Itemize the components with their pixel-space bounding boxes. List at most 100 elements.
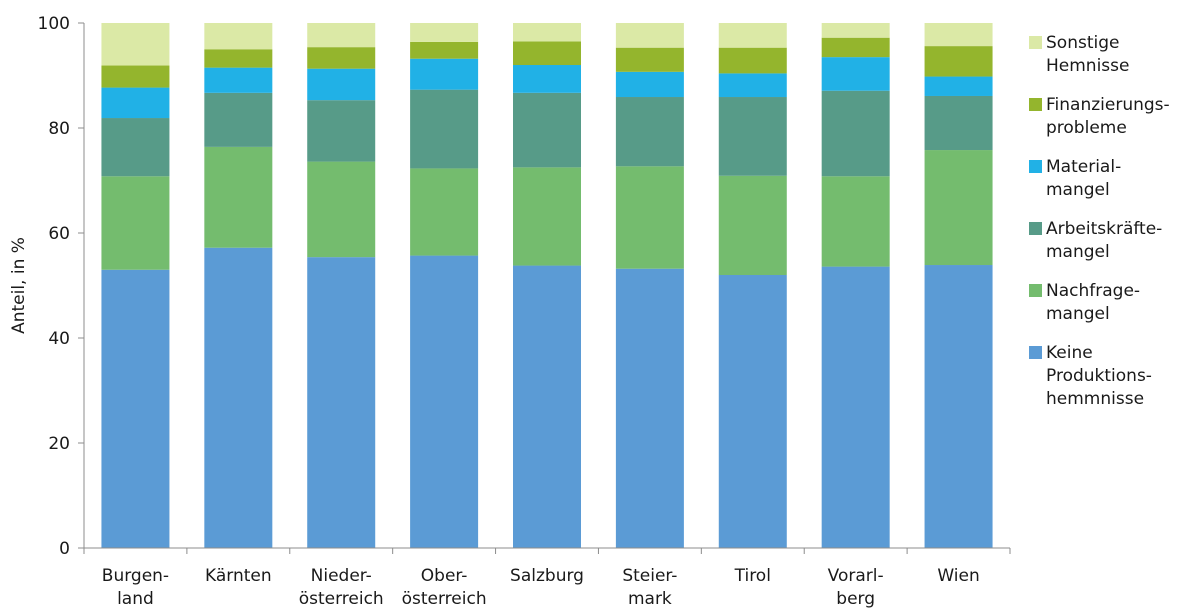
bar-segment (615, 166, 684, 269)
bar-segment (513, 92, 581, 168)
bar-segment (615, 47, 684, 72)
bar-segment (410, 23, 479, 42)
bar-segment (101, 269, 170, 548)
bar-segment (101, 87, 170, 119)
x-tick-label-line: mark (628, 589, 672, 609)
bar-segment (307, 257, 376, 548)
x-tick-label: Vorarl-berg (828, 566, 884, 609)
bar-segment (101, 65, 170, 88)
bar-segment (718, 175, 787, 275)
x-tick-label-line: berg (836, 589, 875, 609)
legend-label-line: Keine (1046, 343, 1093, 363)
legend-label: Arbeitskräfte-mangel (1046, 219, 1162, 262)
bar-segment (615, 268, 684, 548)
legend-label-line: mangel (1046, 180, 1110, 200)
bar-segment (821, 57, 890, 91)
bar-segment (513, 65, 581, 93)
x-tick-label-line: Steier- (622, 566, 677, 586)
y-tick-label: 60 (48, 224, 70, 244)
bars-layer (101, 23, 993, 548)
bar-segment (924, 46, 993, 77)
legend-label: Keine Produktions-hemmnisse (1046, 343, 1152, 409)
bar-segment (204, 247, 273, 548)
x-tick-label-line: österreich (402, 589, 487, 609)
bar-segment (204, 49, 273, 68)
bar-segment (410, 58, 479, 90)
bar-segment (307, 68, 376, 101)
legend-item: Arbeitskräfte-mangel (1029, 219, 1162, 262)
legend-label: Nachfrage-mangel (1046, 281, 1140, 324)
legend-label: Sonstige Hemnisse (1046, 33, 1129, 76)
y-axis-title: Anteil, in % (9, 237, 29, 334)
legend-swatch (1029, 222, 1042, 235)
bar-segment (718, 47, 787, 74)
x-tick-label-line: österreich (299, 589, 384, 609)
bar-segment (924, 23, 993, 47)
legend: Sonstige Hemnisse Finanzierungs-probleme Ma… (1029, 33, 1170, 409)
bar-segment (410, 89, 479, 169)
legend-label-line: Material- (1046, 157, 1121, 177)
legend-label-line: hemmnisse (1046, 389, 1144, 409)
legend-label-line: mangel (1046, 242, 1110, 262)
bar-segment (513, 41, 581, 66)
y-tick-label: 0 (59, 539, 70, 559)
y-tick-label: 100 (38, 14, 70, 34)
bar-segment (101, 118, 170, 177)
bar-segment (101, 176, 170, 270)
y-tick-label: 20 (48, 434, 70, 454)
bar-segment (307, 100, 376, 162)
bar-segment (307, 161, 376, 258)
x-tick-label-line: Salzburg (510, 566, 584, 586)
bar-segment (615, 23, 684, 48)
legend-label-line: Nachfrage- (1046, 281, 1140, 301)
bar-segment (718, 97, 787, 176)
legend-item: Nachfrage-mangel (1029, 281, 1140, 324)
x-tick-label: Burgen-land (102, 566, 169, 609)
bar-segment (307, 47, 376, 69)
bar-segment (821, 23, 890, 38)
bar-segment (821, 37, 890, 58)
legend-item: Keine Produktions-hemmnisse (1029, 343, 1152, 409)
x-tick-label: Nieder-österreich (299, 566, 384, 609)
bar-segment (307, 23, 376, 48)
bar-segment (101, 23, 170, 66)
bar-segment (410, 168, 479, 256)
bar-segment (821, 266, 890, 548)
x-tick-label-line: land (117, 589, 154, 609)
bar-segment (821, 90, 890, 177)
legend-label-line: probleme (1046, 118, 1127, 138)
bar-segment (204, 92, 273, 147)
legend-label-line: mangel (1046, 304, 1110, 324)
legend-label-line: Hemnisse (1046, 56, 1129, 76)
legend-swatch (1029, 160, 1042, 173)
bar-segment (718, 23, 787, 48)
legend-label-line: Produktions- (1046, 366, 1152, 386)
bar-segment (924, 76, 993, 96)
legend-item: Material-mangel (1029, 157, 1121, 200)
x-tick-label-line: Nieder- (311, 566, 372, 586)
x-tick-label-line: Ober- (421, 566, 468, 586)
x-tick-label: Tirol (734, 566, 771, 586)
x-tick-label: Salzburg (510, 566, 584, 586)
bar-segment (821, 176, 890, 267)
axes-layer: 0 20 40 60 80 100 Burgen-land Kärnten Nieder-öst… (9, 14, 1011, 609)
bar-segment (513, 265, 581, 548)
x-tick-label-line: Tirol (734, 566, 771, 586)
x-tick-label-line: Wien (937, 566, 979, 586)
legend-item: Finanzierungs-probleme (1029, 95, 1170, 138)
bar-segment (204, 23, 273, 50)
y-tick-label: 80 (48, 119, 70, 139)
bar-segment (410, 41, 479, 59)
x-tick-label: Steier-mark (622, 566, 677, 609)
legend-label: Finanzierungs-probleme (1046, 95, 1170, 138)
bar-segment (204, 67, 273, 93)
legend-swatch (1029, 98, 1042, 111)
bar-segment (410, 255, 479, 548)
bar-segment (924, 150, 993, 266)
legend-swatch (1029, 346, 1042, 359)
x-tick-label-line: Kärnten (205, 566, 272, 586)
legend-item: Sonstige Hemnisse (1029, 33, 1129, 76)
x-tick-label: Ober-österreich (402, 566, 487, 609)
